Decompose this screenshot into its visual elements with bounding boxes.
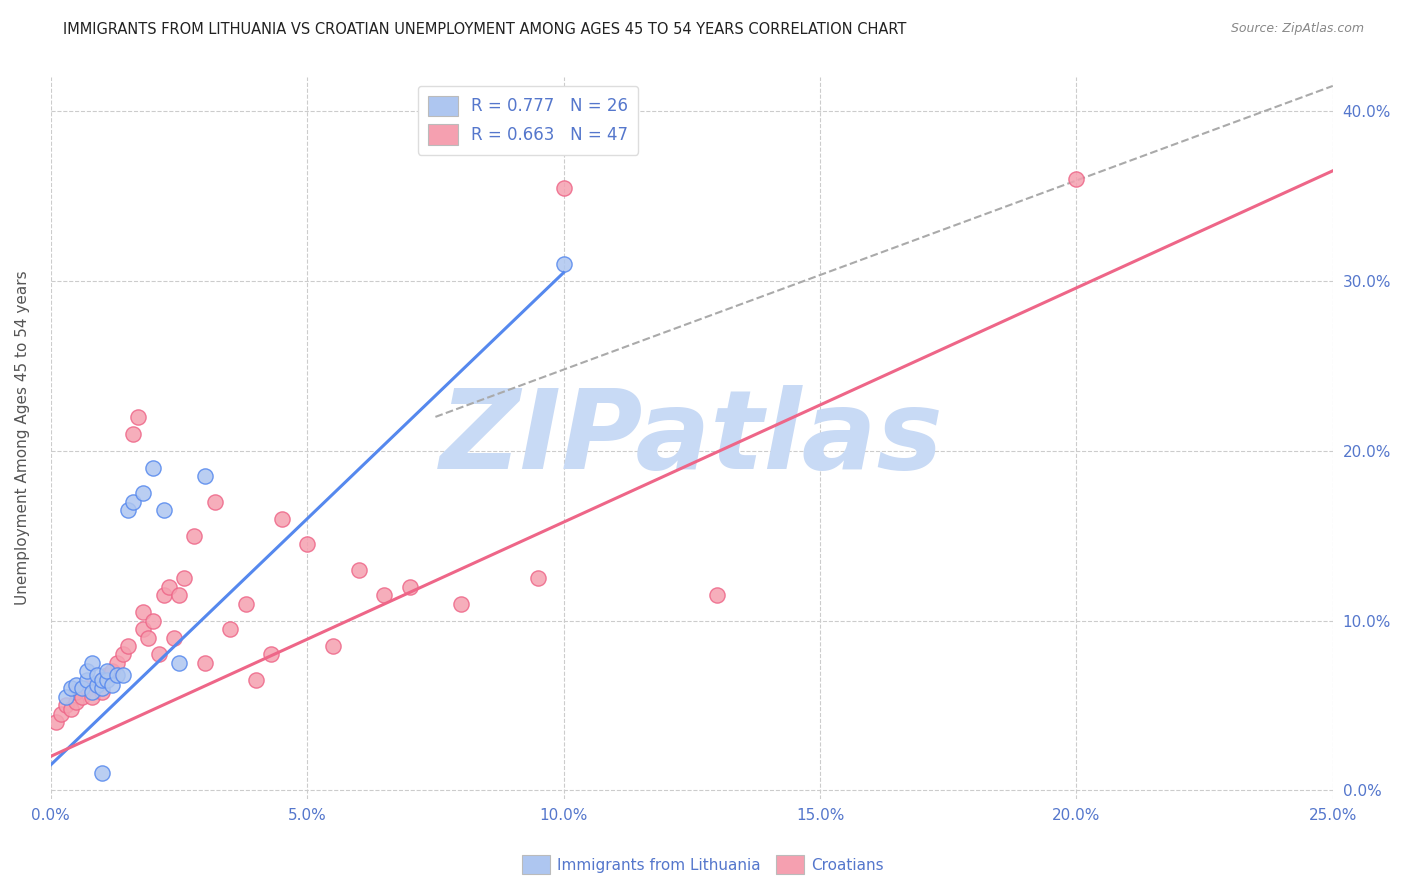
Point	[194, 656, 217, 670]
Point	[117, 639, 139, 653]
Point	[76, 681, 98, 696]
Point	[65, 678, 87, 692]
Point	[450, 597, 472, 611]
Point	[101, 678, 124, 692]
Point	[91, 685, 114, 699]
Point	[86, 668, 108, 682]
Point	[398, 580, 420, 594]
Point	[219, 622, 242, 636]
Point	[80, 656, 103, 670]
Point	[91, 681, 114, 696]
Point	[157, 580, 180, 594]
Point	[70, 690, 93, 704]
Point	[148, 648, 170, 662]
Point	[132, 622, 155, 636]
Point	[55, 698, 77, 713]
Point	[167, 656, 190, 670]
Point	[173, 571, 195, 585]
Point	[122, 426, 145, 441]
Point	[270, 512, 292, 526]
Point	[70, 681, 93, 696]
Point	[49, 706, 72, 721]
Point	[127, 409, 149, 424]
Point	[86, 678, 108, 692]
Text: Source: ZipAtlas.com: Source: ZipAtlas.com	[1230, 22, 1364, 36]
Point	[107, 656, 129, 670]
Y-axis label: Unemployment Among Ages 45 to 54 years: Unemployment Among Ages 45 to 54 years	[15, 271, 30, 606]
Point	[194, 469, 217, 483]
Point	[60, 702, 83, 716]
Point	[91, 673, 114, 687]
Point	[96, 668, 118, 682]
Point	[96, 665, 118, 679]
Point	[706, 588, 728, 602]
Point	[117, 503, 139, 517]
Point	[91, 673, 114, 687]
Point	[91, 766, 114, 780]
Point	[553, 180, 575, 194]
Point	[132, 605, 155, 619]
Point	[245, 673, 267, 687]
Point	[347, 563, 370, 577]
Point	[76, 673, 98, 687]
Point	[152, 588, 174, 602]
Point	[235, 597, 257, 611]
Point	[1066, 172, 1088, 186]
Text: ZIPatlas: ZIPatlas	[440, 384, 943, 491]
Point	[111, 648, 134, 662]
Point	[111, 668, 134, 682]
Point	[136, 631, 159, 645]
Point	[65, 685, 87, 699]
Point	[107, 668, 129, 682]
Point	[132, 486, 155, 500]
Point	[65, 695, 87, 709]
Point	[80, 685, 103, 699]
Text: IMMIGRANTS FROM LITHUANIA VS CROATIAN UNEMPLOYMENT AMONG AGES 45 TO 54 YEARS COR: IMMIGRANTS FROM LITHUANIA VS CROATIAN UN…	[63, 22, 907, 37]
Legend: R = 0.777   N = 26, R = 0.663   N = 47: R = 0.777 N = 26, R = 0.663 N = 47	[418, 86, 638, 155]
Point	[152, 503, 174, 517]
Point	[163, 631, 186, 645]
Point	[60, 681, 83, 696]
Point	[167, 588, 190, 602]
Legend: Immigrants from Lithuania, Croatians: Immigrants from Lithuania, Croatians	[516, 849, 890, 880]
Point	[373, 588, 395, 602]
Point	[204, 494, 226, 508]
Point	[260, 648, 283, 662]
Point	[297, 537, 319, 551]
Point	[527, 571, 550, 585]
Point	[45, 715, 67, 730]
Point	[322, 639, 344, 653]
Point	[101, 665, 124, 679]
Point	[55, 690, 77, 704]
Point	[86, 678, 108, 692]
Point	[553, 257, 575, 271]
Point	[76, 665, 98, 679]
Point	[183, 529, 205, 543]
Point	[80, 690, 103, 704]
Point	[142, 614, 165, 628]
Point	[122, 494, 145, 508]
Point	[142, 460, 165, 475]
Point	[96, 673, 118, 687]
